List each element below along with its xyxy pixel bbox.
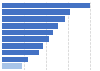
Bar xyxy=(2,23,58,28)
Bar xyxy=(2,50,39,55)
Bar xyxy=(2,43,43,49)
Bar xyxy=(2,16,65,22)
Bar xyxy=(2,63,22,69)
Bar xyxy=(2,3,90,8)
Bar xyxy=(2,30,53,35)
Bar xyxy=(2,36,50,42)
Bar xyxy=(2,57,28,62)
Bar xyxy=(2,10,70,15)
